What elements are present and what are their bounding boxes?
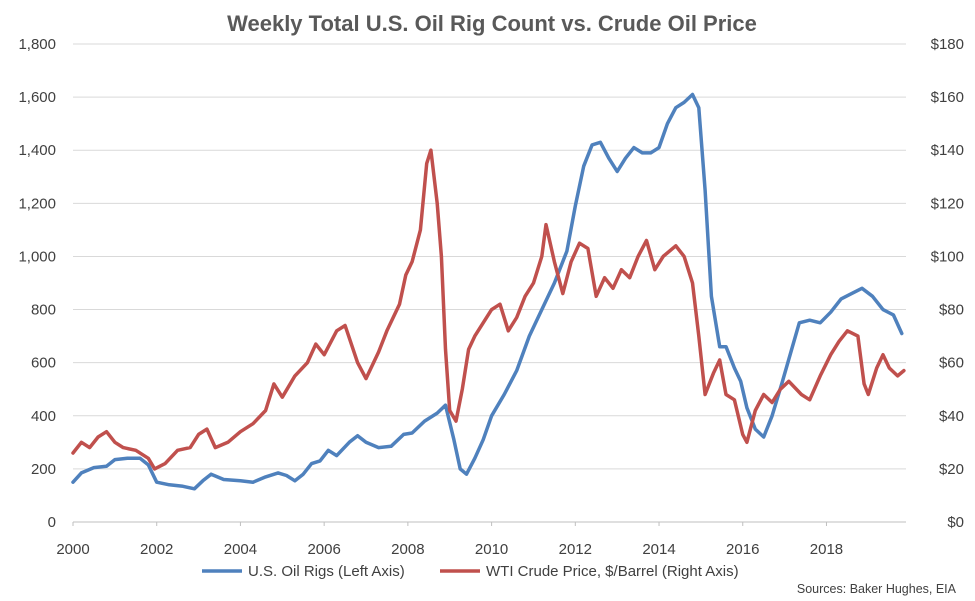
right-axis-tick-label: $20 [939, 461, 964, 478]
left-axis-tick-label: 600 [31, 355, 56, 372]
left-axis-tick-label: 1,800 [18, 36, 56, 53]
legend-label: U.S. Oil Rigs (Left Axis) [248, 563, 405, 580]
right-axis-tick-label: $160 [931, 89, 964, 106]
right-axis-tick-label: $100 [931, 248, 964, 265]
legend-label: WTI Crude Price, $/Barrel (Right Axis) [486, 563, 739, 580]
left-axis-tick-label: 1,400 [18, 142, 56, 159]
right-axis-tick-label: $80 [939, 302, 964, 319]
source-note: Sources: Baker Hughes, EIA [797, 582, 957, 596]
right-axis-tick-label: $140 [931, 142, 964, 159]
x-axis-tick-label: 2004 [224, 541, 257, 558]
x-axis-ticks: 2000 2002 2004 2006 2008 2010 2012 2014 2016 2018 [56, 522, 843, 558]
left-axis-tick-label: 400 [31, 408, 56, 425]
left-axis-tick-label: 200 [31, 461, 56, 478]
x-axis-tick-label: 2012 [559, 541, 592, 558]
right-axis-ticks: $0 $20 $40 $60 $80 $100 $120 $140 $160 $180 [931, 36, 964, 531]
left-axis-tick-label: 0 [48, 514, 56, 531]
left-axis-tick-label: 1,000 [18, 248, 56, 265]
x-axis-tick-label: 2008 [391, 541, 424, 558]
right-axis-tick-label: $180 [931, 36, 964, 53]
right-axis-tick-label: $0 [947, 514, 964, 531]
x-axis-tick-label: 2014 [642, 541, 675, 558]
chart-title: Weekly Total U.S. Oil Rig Count vs. Crud… [227, 11, 757, 36]
left-axis-tick-label: 1,600 [18, 89, 56, 106]
left-axis-tick-label: 800 [31, 302, 56, 319]
series-layer [71, 92, 906, 491]
right-axis-tick-label: $120 [931, 195, 964, 212]
left-axis-tick-label: 1,200 [18, 195, 56, 212]
x-axis-tick-label: 2018 [810, 541, 843, 558]
oil-rigs-line [71, 92, 904, 491]
wti-price-line [71, 148, 906, 471]
legend: U.S. Oil Rigs (Left Axis) WTI Crude Price… [202, 563, 739, 580]
x-axis-tick-label: 2002 [140, 541, 173, 558]
x-axis-tick-label: 2016 [726, 541, 759, 558]
right-axis-tick-label: $40 [939, 408, 964, 425]
left-axis-ticks: 0 200 400 600 800 1,000 1,200 1,400 1,600 1,800 [18, 36, 56, 531]
x-axis-tick-label: 2010 [475, 541, 508, 558]
x-axis-tick-label: 2000 [56, 541, 89, 558]
right-axis-tick-label: $60 [939, 355, 964, 372]
gridlines [73, 43, 906, 470]
x-axis-tick-label: 2006 [307, 541, 340, 558]
